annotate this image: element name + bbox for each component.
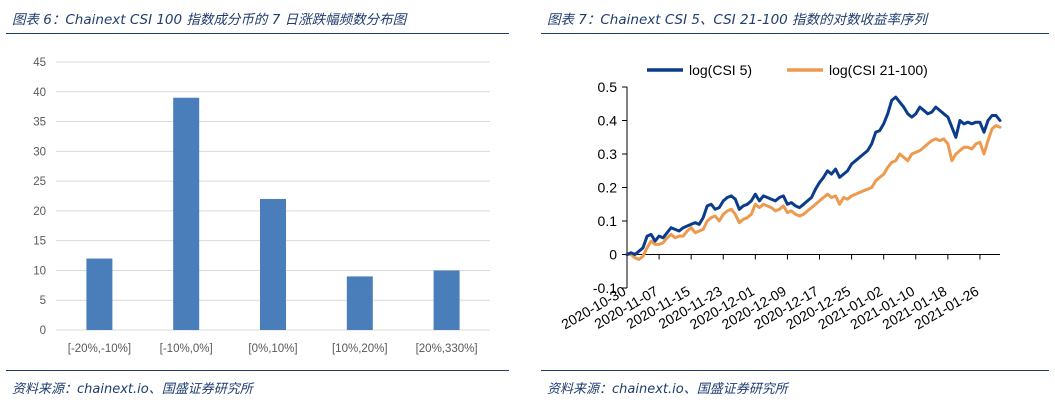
bar-y-tick-label: 30 xyxy=(33,146,46,158)
bar-y-tick-label: 25 xyxy=(33,176,46,188)
line-y-tick-label: 0.1 xyxy=(598,213,618,229)
line-y-tick-label: 0.4 xyxy=(598,113,618,129)
histogram-bar xyxy=(260,198,286,330)
left-bottom-divider xyxy=(6,370,509,371)
line-y-tick-label: 0.3 xyxy=(598,146,618,162)
line-y-tick-label: -0.1 xyxy=(593,280,617,296)
histogram-bar xyxy=(346,276,373,330)
line-y-tick-label: 0.5 xyxy=(598,79,618,95)
left-figure-panel: 图表 6：Chainext CSI 100 指数成分币的 7 日涨跌幅频数分布图… xyxy=(0,0,515,403)
left-top-divider xyxy=(6,33,509,34)
bar-y-tick-label: 5 xyxy=(40,295,46,307)
left-figure-title: 图表 6：Chainext CSI 100 指数成分币的 7 日涨跌幅频数分布图 xyxy=(12,12,407,28)
histogram-chart: 0 5 10 15 20 25 30 35 40 45 [-20%,-10%] [-10%,0%] [0… xyxy=(33,57,490,355)
left-source-note: 资料来源：chainext.io、国盛证券研究所 xyxy=(12,382,253,397)
bar-y-tick-label: 0 xyxy=(40,325,46,337)
bar-x-tick-label: [-20%,-10%] xyxy=(68,343,131,355)
right-figure-panel: 图表 7：Chainext CSI 5、CSI 21-100 指数的对数收益率序… xyxy=(535,0,1055,403)
bar-y-tick-label: 35 xyxy=(33,117,46,129)
bar-x-tick-label: [-10%,0%] xyxy=(160,343,213,355)
histogram-bar xyxy=(433,270,460,330)
histogram-bar xyxy=(173,97,200,330)
bar-y-tick-label: 15 xyxy=(33,236,46,248)
log-return-line-chart: -0.100.10.20.30.40.52020-10-302020-11-07… xyxy=(558,62,1002,332)
right-figure-title: 图表 7：Chainext CSI 5、CSI 21-100 指数的对数收益率序… xyxy=(547,12,928,28)
bar-y-tick-label: 45 xyxy=(33,57,46,69)
line-y-tick-label: 0 xyxy=(609,247,617,263)
legend-label: log(CSI 5) xyxy=(689,62,752,78)
histogram-bar xyxy=(86,258,113,330)
bar-y-tick-label: 40 xyxy=(33,87,46,99)
bar-x-tick-label: [0%,10%] xyxy=(248,343,297,355)
bar-y-tick-label: 10 xyxy=(33,265,46,277)
right-bottom-divider xyxy=(541,370,1049,371)
legend-label: log(CSI 21-100) xyxy=(829,62,928,78)
right-source-note: 资料来源：chainext.io、国盛证券研究所 xyxy=(547,382,788,397)
series-line-csi5 xyxy=(625,95,1002,256)
right-top-divider xyxy=(541,33,1049,34)
series-line-csi21-100 xyxy=(625,124,1002,261)
bar-x-tick-label: [10%,20%] xyxy=(332,343,388,355)
bar-x-tick-label: [20%,330%] xyxy=(416,343,478,355)
line-y-tick-label: 0.2 xyxy=(598,180,618,196)
bar-y-tick-label: 20 xyxy=(33,206,46,218)
